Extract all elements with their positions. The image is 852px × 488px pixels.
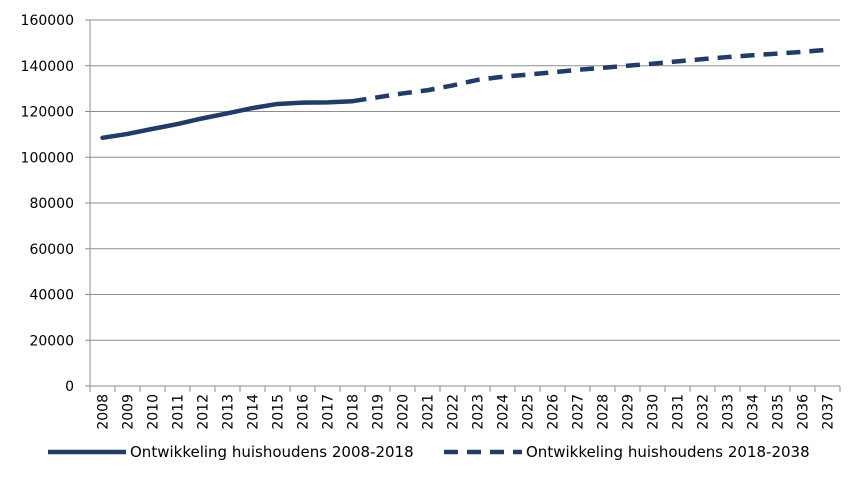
x-tick-label: 2033 [721,394,737,430]
y-tick-label: 80000 [29,196,74,212]
x-tick-label: 2032 [696,394,712,430]
y-tick-label: 140000 [21,59,74,75]
x-tick-label: 2030 [646,394,662,430]
x-tick-label: 2020 [396,394,412,430]
y-tick-label: 0 [65,379,74,395]
y-tick-label: 120000 [21,105,74,121]
x-tick-label: 2013 [221,394,237,430]
x-tick-label: 2011 [171,394,187,430]
gridlines [90,19,840,387]
x-tick-label: 2010 [146,394,162,430]
x-tick-label: 2021 [421,394,437,430]
x-tick-label: 2022 [446,394,462,430]
x-axis: 2008 2009 2010 2011 2012 2013 2014 2015 2016 2017… [89,385,841,430]
x-tick-label: 2018 [346,394,362,430]
series-line-projection [352,47,828,104]
x-tick-label: 2027 [571,394,587,430]
x-tick-label: 2017 [321,394,337,430]
x-tick-label: 2024 [496,394,512,430]
x-tick-label: 2014 [246,394,262,430]
y-axis-ticks: 0 20000 40000 60000 80000 100000 120000 140000 1… [21,13,91,395]
y-tick-label: 40000 [29,288,74,304]
x-tick-label: 2025 [521,394,537,430]
x-tick-label: 2026 [546,394,562,430]
series-lines [100,47,828,141]
x-tick-label: 2009 [121,394,137,430]
y-tick-label: 100000 [21,150,74,166]
legend-label: Ontwikkeling huishoudens 2018-2038 [526,443,810,461]
series-line-historical [100,98,355,141]
x-tick-label: 2016 [296,394,312,430]
legend-label: Ontwikkeling huishoudens 2008-2018 [130,443,414,461]
x-tick-label: 2023 [471,394,487,430]
x-tick-label: 2031 [671,394,687,430]
x-tick-label: 2034 [746,394,762,430]
y-tick-label: 60000 [29,242,74,258]
x-tick-label: 2015 [271,394,287,430]
x-tick-label: 2019 [371,394,387,430]
x-tick-label: 2008 [96,394,112,430]
x-tick-label: 2037 [821,394,837,430]
y-tick-label: 20000 [29,333,74,349]
x-tick-label: 2029 [621,394,637,430]
x-tick-label: 2036 [796,394,812,430]
x-tick-label: 2028 [596,394,612,430]
x-tick-label: 2035 [771,394,787,430]
x-tick-label: 2012 [196,394,212,430]
y-tick-label: 160000 [21,13,74,29]
legend: Ontwikkeling huishoudens 2008-2018 Ontwik… [48,443,810,461]
